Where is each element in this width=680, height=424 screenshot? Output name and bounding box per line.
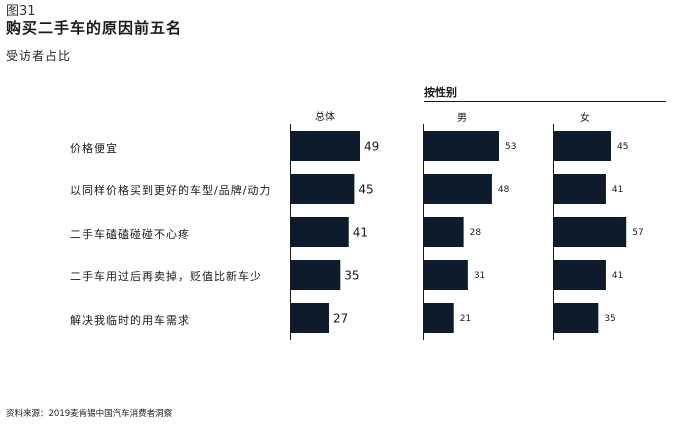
bar-female-3 [554, 260, 606, 290]
bar-overall-0 [291, 131, 360, 161]
data-label-female-1: 41 [612, 185, 623, 195]
axis-line-female [553, 124, 554, 340]
data-label-female-2: 57 [632, 228, 643, 238]
data-label-male-2: 28 [470, 228, 482, 238]
category-label: 价格便宜 [70, 142, 118, 155]
data-label-female-0: 45 [617, 142, 628, 152]
bar-overall-1 [291, 174, 355, 204]
source-note: 资料来源：2019麦肯锡中国汽车消费者洞察 [6, 409, 173, 419]
series-header-female: 女 [580, 113, 590, 124]
category-label: 以同样价格买到更好的车型/品牌/动力 [70, 184, 272, 197]
bar-male-2 [424, 217, 464, 247]
bar-overall-2 [291, 217, 349, 247]
chart-title: 购买二手车的原因前五名 [6, 19, 183, 37]
gender-group-heading: 按性别 [424, 86, 457, 99]
data-label-male-4: 21 [460, 314, 471, 324]
bar-overall-3 [291, 260, 341, 290]
data-label-overall-2: 41 [353, 225, 368, 239]
chart-subtitle: 受访者占比 [6, 49, 72, 63]
series-header-overall: 总体 [315, 112, 335, 123]
data-label-female-3: 41 [612, 271, 623, 281]
bar-female-0 [554, 131, 611, 161]
category-label: 二手车磕磕碰碰不心疼 [70, 228, 190, 241]
figure-label: 图31 [6, 4, 36, 19]
axis-line-male [423, 124, 424, 340]
bar-male-1 [424, 174, 492, 204]
bar-male-0 [424, 131, 499, 161]
data-label-overall-4: 27 [333, 311, 348, 325]
data-label-female-4: 35 [604, 314, 615, 324]
data-label-male-0: 53 [505, 142, 516, 152]
data-label-overall-1: 45 [358, 182, 373, 196]
data-label-overall-3: 35 [344, 268, 359, 282]
category-label: 解决我临时的用车需求 [70, 314, 190, 327]
bar-female-2 [554, 217, 627, 247]
data-label-overall-0: 49 [364, 139, 379, 153]
series-header-male: 男 [457, 113, 467, 124]
axis-line-overall [290, 124, 291, 340]
data-label-male-1: 48 [498, 185, 510, 195]
bar-overall-4 [291, 303, 330, 333]
bar-male-4 [424, 303, 454, 333]
category-label: 二手车用过后再卖掉，贬值比新车少 [70, 270, 262, 283]
bar-male-3 [424, 260, 468, 290]
bar-female-4 [554, 303, 599, 333]
data-label-male-3: 31 [474, 271, 485, 281]
bar-female-1 [554, 174, 606, 204]
gender-group-rule [424, 101, 666, 102]
